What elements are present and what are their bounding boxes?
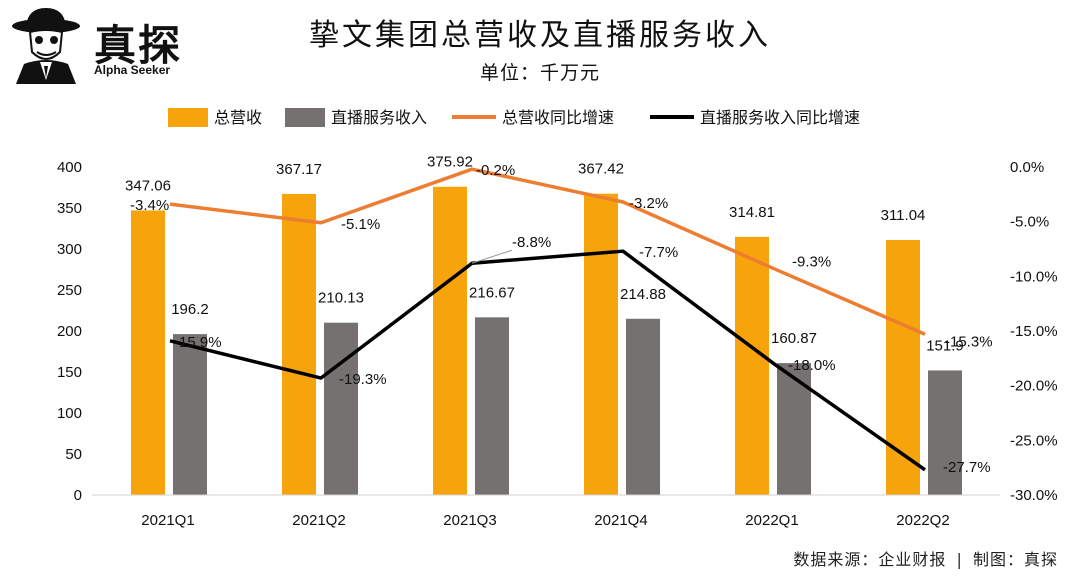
y-right-tick-label: 0.0%: [1010, 159, 1044, 176]
leader-line: [471, 249, 513, 264]
x-tick-label: 2021Q2: [292, 512, 345, 529]
total-revenue-label: 375.92: [427, 154, 473, 171]
detective-logo-icon: [12, 8, 80, 84]
total-revenue-yoy-label: -9.3%: [792, 254, 831, 271]
bar-total-revenue: [131, 210, 165, 495]
y-right-tick-label: -20.0%: [1010, 378, 1058, 395]
logo-text: 真探: [94, 21, 183, 70]
bar-total-revenue: [282, 193, 316, 495]
live-revenue-label: 151.9: [926, 337, 964, 354]
logo-subtext: Alpha Seeker: [94, 63, 171, 77]
legend-label-total-revenue-yoy: 总营收同比增速: [502, 108, 614, 127]
y-left-tick-label: 0: [74, 487, 82, 504]
legend-label-live-revenue: 直播服务收入: [331, 108, 427, 127]
bar-total-revenue: [735, 236, 769, 495]
live-revenue-label: 210.13: [318, 290, 364, 307]
total-revenue-label: 367.42: [578, 161, 624, 178]
logo: 真探 Alpha Seeker: [10, 6, 210, 86]
bar-total-revenue: [886, 239, 920, 495]
y-left-tick-label: 100: [57, 405, 82, 422]
y-right-tick-label: -10.0%: [1010, 268, 1058, 285]
bar-total-revenue: [584, 193, 618, 495]
legend-label-total-revenue: 总营收: [214, 108, 262, 127]
bars: [131, 186, 962, 495]
total-revenue-yoy-label: -5.1%: [341, 216, 380, 233]
legend-swatch-total-revenue: [168, 108, 208, 127]
x-tick-label: 2021Q4: [594, 512, 647, 529]
lines: [169, 167, 927, 472]
data-labels: 347.06 367.17 375.92 367.42 314.81 311.04 196.…: [125, 154, 992, 476]
footer-separator: |: [956, 550, 963, 569]
bar-total-revenue: [433, 186, 467, 495]
y-right-tick-label: -25.0%: [1010, 432, 1058, 449]
bar-live-revenue: [928, 370, 962, 495]
live-revenue-yoy-label: -18.0%: [788, 357, 836, 374]
bar-live-revenue: [777, 363, 811, 495]
y-left-tick-label: 400: [57, 159, 82, 176]
total-revenue-yoy-label: -3.4%: [130, 197, 169, 214]
y-left-tick-label: 350: [57, 200, 82, 217]
live-revenue-yoy-label: -15.9%: [174, 334, 222, 351]
y-left-tick-label: 50: [65, 446, 82, 463]
x-tick-label: 2021Q1: [141, 512, 194, 529]
bar-live-revenue: [626, 318, 660, 495]
live-revenue-yoy-label: -8.8%: [512, 234, 551, 251]
total-revenue-yoy-label: -0.2%: [476, 162, 515, 179]
live-revenue-yoy-label: -27.7%: [943, 459, 991, 476]
x-tick-label: 2021Q3: [443, 512, 496, 529]
legend-label-live-revenue-yoy: 直播服务收入同比增速: [700, 108, 860, 127]
live-revenue-label: 160.87: [771, 330, 817, 347]
chart-title: 挚文集团总营收及直播服务收入: [309, 18, 771, 53]
bar-live-revenue: [475, 317, 509, 495]
total-revenue-label: 314.81: [729, 204, 775, 221]
total-revenue-label: 367.17: [276, 161, 322, 178]
y-axis-right: -30.0% -25.0% -20.0% -15.0% -10.0% -5.0% 0.0%: [1010, 159, 1058, 504]
line-total-revenue-yoy: [169, 167, 926, 336]
chart-subtitle: 单位：千万元: [479, 62, 600, 84]
legend-swatch-live-revenue: [285, 108, 325, 127]
y-right-tick-label: -5.0%: [1010, 214, 1049, 231]
line-live-revenue-yoy: [169, 249, 927, 472]
y-left-tick-label: 250: [57, 282, 82, 299]
y-right-tick-label: -15.0%: [1010, 323, 1058, 340]
maker-note: 制图：真探: [972, 550, 1058, 569]
bar-live-revenue: [324, 322, 358, 495]
live-revenue-label: 214.88: [620, 286, 666, 303]
x-axis: 2021Q1 2021Q2 2021Q3 2021Q4 2022Q1 2022Q2: [92, 494, 1000, 529]
x-tick-label: 2022Q1: [745, 512, 798, 529]
total-revenue-yoy-label: -3.2%: [629, 195, 668, 212]
y-axis-left: 0 50 100 150 200 250 300 350 400: [57, 159, 82, 504]
y-left-tick-label: 300: [57, 241, 82, 258]
live-revenue-label: 196.2: [171, 301, 209, 318]
source-note: 数据来源：企业财报: [793, 550, 947, 569]
total-revenue-label: 347.06: [125, 177, 171, 194]
y-left-tick-label: 150: [57, 364, 82, 381]
footer-source: 数据来源：企业财报 | 制图：真探: [793, 546, 1058, 570]
legend: 总营收 直播服务收入 总营收同比增速 直播服务收入同比增速: [168, 108, 860, 127]
bar-live-revenue: [173, 334, 207, 495]
live-revenue-label: 216.67: [469, 284, 515, 301]
x-tick-label: 2022Q2: [896, 512, 949, 529]
live-revenue-yoy-label: -7.7%: [639, 244, 678, 261]
total-revenue-label: 311.04: [881, 207, 926, 224]
y-right-tick-label: -30.0%: [1010, 487, 1058, 504]
y-left-tick-label: 200: [57, 323, 82, 340]
total-revenue-yoy-label: -15.3%: [945, 333, 993, 350]
live-revenue-yoy-label: -19.3%: [339, 371, 387, 388]
